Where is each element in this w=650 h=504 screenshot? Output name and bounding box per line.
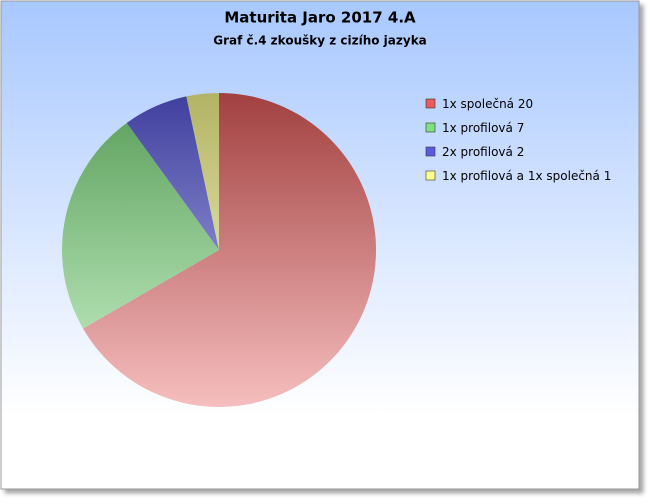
legend-label: 1x profilová a 1x společná 1 [442,169,611,183]
legend-swatch [425,122,436,133]
legend-category: 1x profilová [442,121,513,135]
legend-value: 7 [517,121,525,135]
legend-value: 20 [518,97,533,111]
chart-subtitle: Graf č.4 zkoušky z cizího jazyka [213,34,427,48]
legend-swatch [425,146,436,157]
legend-label: 1x společná 20 [442,97,533,111]
legend-swatch [425,98,436,109]
pie-slice [186,93,219,250]
pie-slice [61,122,219,329]
legend-category: 1x profilová a 1x společná [442,169,600,183]
legend-label: 1x profilová 7 [442,121,524,135]
chart-title: Maturita Jaro 2017 4.A [224,9,416,27]
pie-slice [126,96,219,251]
legend-swatch [425,170,436,181]
legend-category: 1x společná [442,97,514,111]
legend-label: 2x profilová 2 [442,145,524,159]
legend-value: 2 [517,145,525,159]
pie-slice [83,93,377,407]
legend-value: 1 [604,169,612,183]
legend-category: 2x profilová [442,145,513,159]
